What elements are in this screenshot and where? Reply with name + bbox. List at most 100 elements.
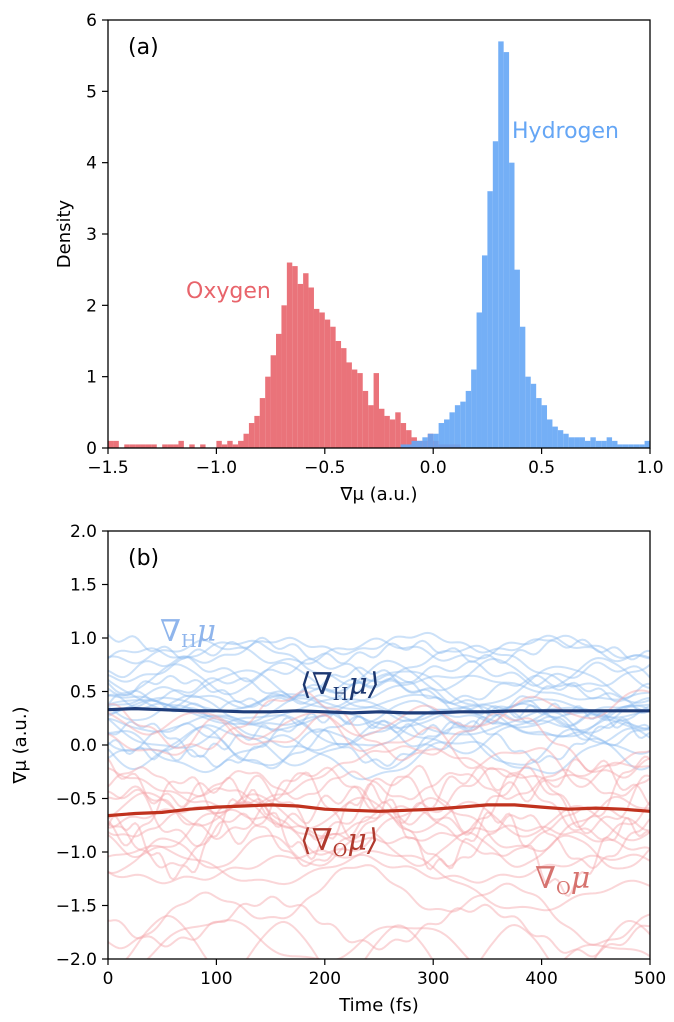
hydrogen-bar bbox=[639, 444, 645, 448]
h-mean-subscript: H bbox=[333, 684, 349, 705]
y-tick-label: 0 bbox=[86, 439, 97, 459]
oxygen-bar bbox=[297, 283, 304, 448]
hydrogen-trace bbox=[108, 686, 650, 728]
o-individual-nabla: ∇ bbox=[535, 861, 556, 896]
oxygen-bar bbox=[286, 262, 293, 448]
oxygen-bar bbox=[346, 362, 352, 448]
hydrogen-bar bbox=[584, 440, 591, 448]
hydrogen-bar bbox=[519, 326, 526, 448]
hydrogen-bar bbox=[514, 269, 520, 448]
hydrogen-trace bbox=[108, 703, 650, 749]
hydrogen-bar bbox=[628, 444, 634, 448]
hydrogen-bar bbox=[481, 255, 488, 448]
hydrogen-trace bbox=[108, 699, 650, 770]
oxygen-bar bbox=[259, 398, 266, 448]
x-tick-label: −1.0 bbox=[196, 458, 237, 478]
hydrogen-bar bbox=[460, 401, 466, 448]
hydrogen-trace bbox=[108, 674, 650, 726]
oxygen-bar bbox=[308, 287, 314, 448]
hydrogen-bar bbox=[411, 440, 417, 448]
x-tick-label: 200 bbox=[309, 969, 341, 989]
oxygen-bar bbox=[200, 444, 206, 448]
hydrogen-bar bbox=[406, 444, 412, 448]
hydrogen-bar bbox=[595, 440, 602, 448]
hydrogen-bar bbox=[454, 405, 461, 448]
trajectory-xlabel: Time (fs) bbox=[338, 995, 419, 1016]
hydrogen-bar bbox=[416, 440, 423, 448]
histogram-ylabel: Density bbox=[54, 199, 75, 268]
y-tick-label: −2.0 bbox=[56, 950, 97, 970]
hydrogen-trace bbox=[108, 633, 650, 665]
oxygen-bar bbox=[270, 355, 277, 448]
hydrogen-bar bbox=[622, 444, 629, 448]
oxygen-bar bbox=[395, 412, 401, 448]
oxygen-bar bbox=[254, 415, 260, 448]
hydrogen-bar bbox=[617, 444, 623, 448]
panel-a-label: (a) bbox=[128, 35, 159, 60]
h-individual-subscript: H bbox=[181, 631, 197, 652]
hydrogen-bar bbox=[530, 383, 537, 448]
hydrogen-series-label: Hydrogen bbox=[512, 119, 619, 144]
oxygen-bar bbox=[400, 423, 407, 448]
oxygen-bar bbox=[232, 444, 239, 448]
oxygen-bar bbox=[221, 444, 228, 448]
oxygen-bar bbox=[373, 373, 379, 448]
hydrogen-bar bbox=[498, 41, 504, 449]
oxygen-bar bbox=[151, 444, 157, 448]
h-individual-nabla: ∇ bbox=[160, 614, 181, 649]
oxygen-bar bbox=[108, 440, 114, 448]
hydrogen-bar bbox=[503, 52, 510, 448]
hydrogen-bar bbox=[433, 433, 439, 448]
hydrogen-bar bbox=[557, 430, 564, 448]
hydrogen-bar bbox=[400, 444, 407, 448]
oxygen-trace bbox=[108, 844, 650, 912]
hydrogen-trace bbox=[108, 666, 650, 716]
hydrogen-bar bbox=[487, 191, 493, 448]
hydrogen-bar bbox=[438, 423, 445, 448]
hydrogen-trace bbox=[108, 727, 650, 781]
hydrogen-trace bbox=[108, 639, 650, 688]
y-tick-label: −1.5 bbox=[56, 897, 97, 917]
hydrogen-trace bbox=[108, 674, 650, 705]
oxygen-trace bbox=[108, 895, 650, 958]
o-mean-open: ⟨∇ bbox=[300, 823, 333, 858]
oxygen-bar bbox=[351, 369, 358, 448]
oxygen-bar bbox=[189, 444, 195, 448]
oxygen-trace bbox=[108, 864, 650, 950]
oxygen-bar bbox=[113, 440, 119, 448]
oxygen-bar bbox=[167, 444, 174, 448]
oxygen-bar bbox=[227, 440, 233, 448]
hydrogen-bar bbox=[471, 369, 477, 448]
oxygen-trace bbox=[108, 849, 650, 885]
oxygen-bar bbox=[140, 444, 146, 448]
oxygen-series-label: Oxygen bbox=[186, 279, 271, 304]
oxygen-bar bbox=[406, 430, 412, 448]
h-mean-annotation: ⟨∇Hμ⟩ bbox=[300, 667, 380, 705]
o-mean-close: μ⟩ bbox=[347, 823, 378, 858]
oxygen-bar bbox=[243, 433, 249, 448]
oxygen-bar bbox=[357, 373, 363, 448]
y-tick-label: 0.5 bbox=[70, 683, 97, 703]
y-tick-label: −0.5 bbox=[56, 790, 97, 810]
hydrogen-mean-line bbox=[108, 707, 650, 715]
o-individual-mu: μ bbox=[571, 861, 591, 896]
y-tick-label: 3 bbox=[86, 225, 97, 245]
oxygen-trace bbox=[108, 755, 650, 847]
oxygen-trace bbox=[108, 795, 650, 859]
hydrogen-bar bbox=[525, 376, 531, 448]
hydrogen-bar bbox=[606, 437, 613, 448]
oxygen-trace bbox=[108, 765, 650, 848]
oxygen-trace bbox=[108, 758, 650, 829]
hydrogen-trace bbox=[108, 725, 650, 771]
x-tick-label: 100 bbox=[200, 969, 232, 989]
oxygen-trace bbox=[125, 914, 650, 959]
oxygen-trace bbox=[108, 690, 650, 779]
hydrogen-bar bbox=[579, 437, 585, 448]
hydrogen-bar bbox=[465, 390, 472, 448]
trajectory-ticks: 0 100 200 300 400 500 −2.0 −1.5 −1.0 −0.5 0.0 0.5 1.… bbox=[56, 522, 667, 989]
oxygen-bar bbox=[248, 423, 255, 448]
hydrogen-bar bbox=[492, 141, 499, 448]
x-tick-label: 1.0 bbox=[636, 458, 663, 478]
o-individual-annotation: ∇Oμ bbox=[535, 861, 590, 899]
